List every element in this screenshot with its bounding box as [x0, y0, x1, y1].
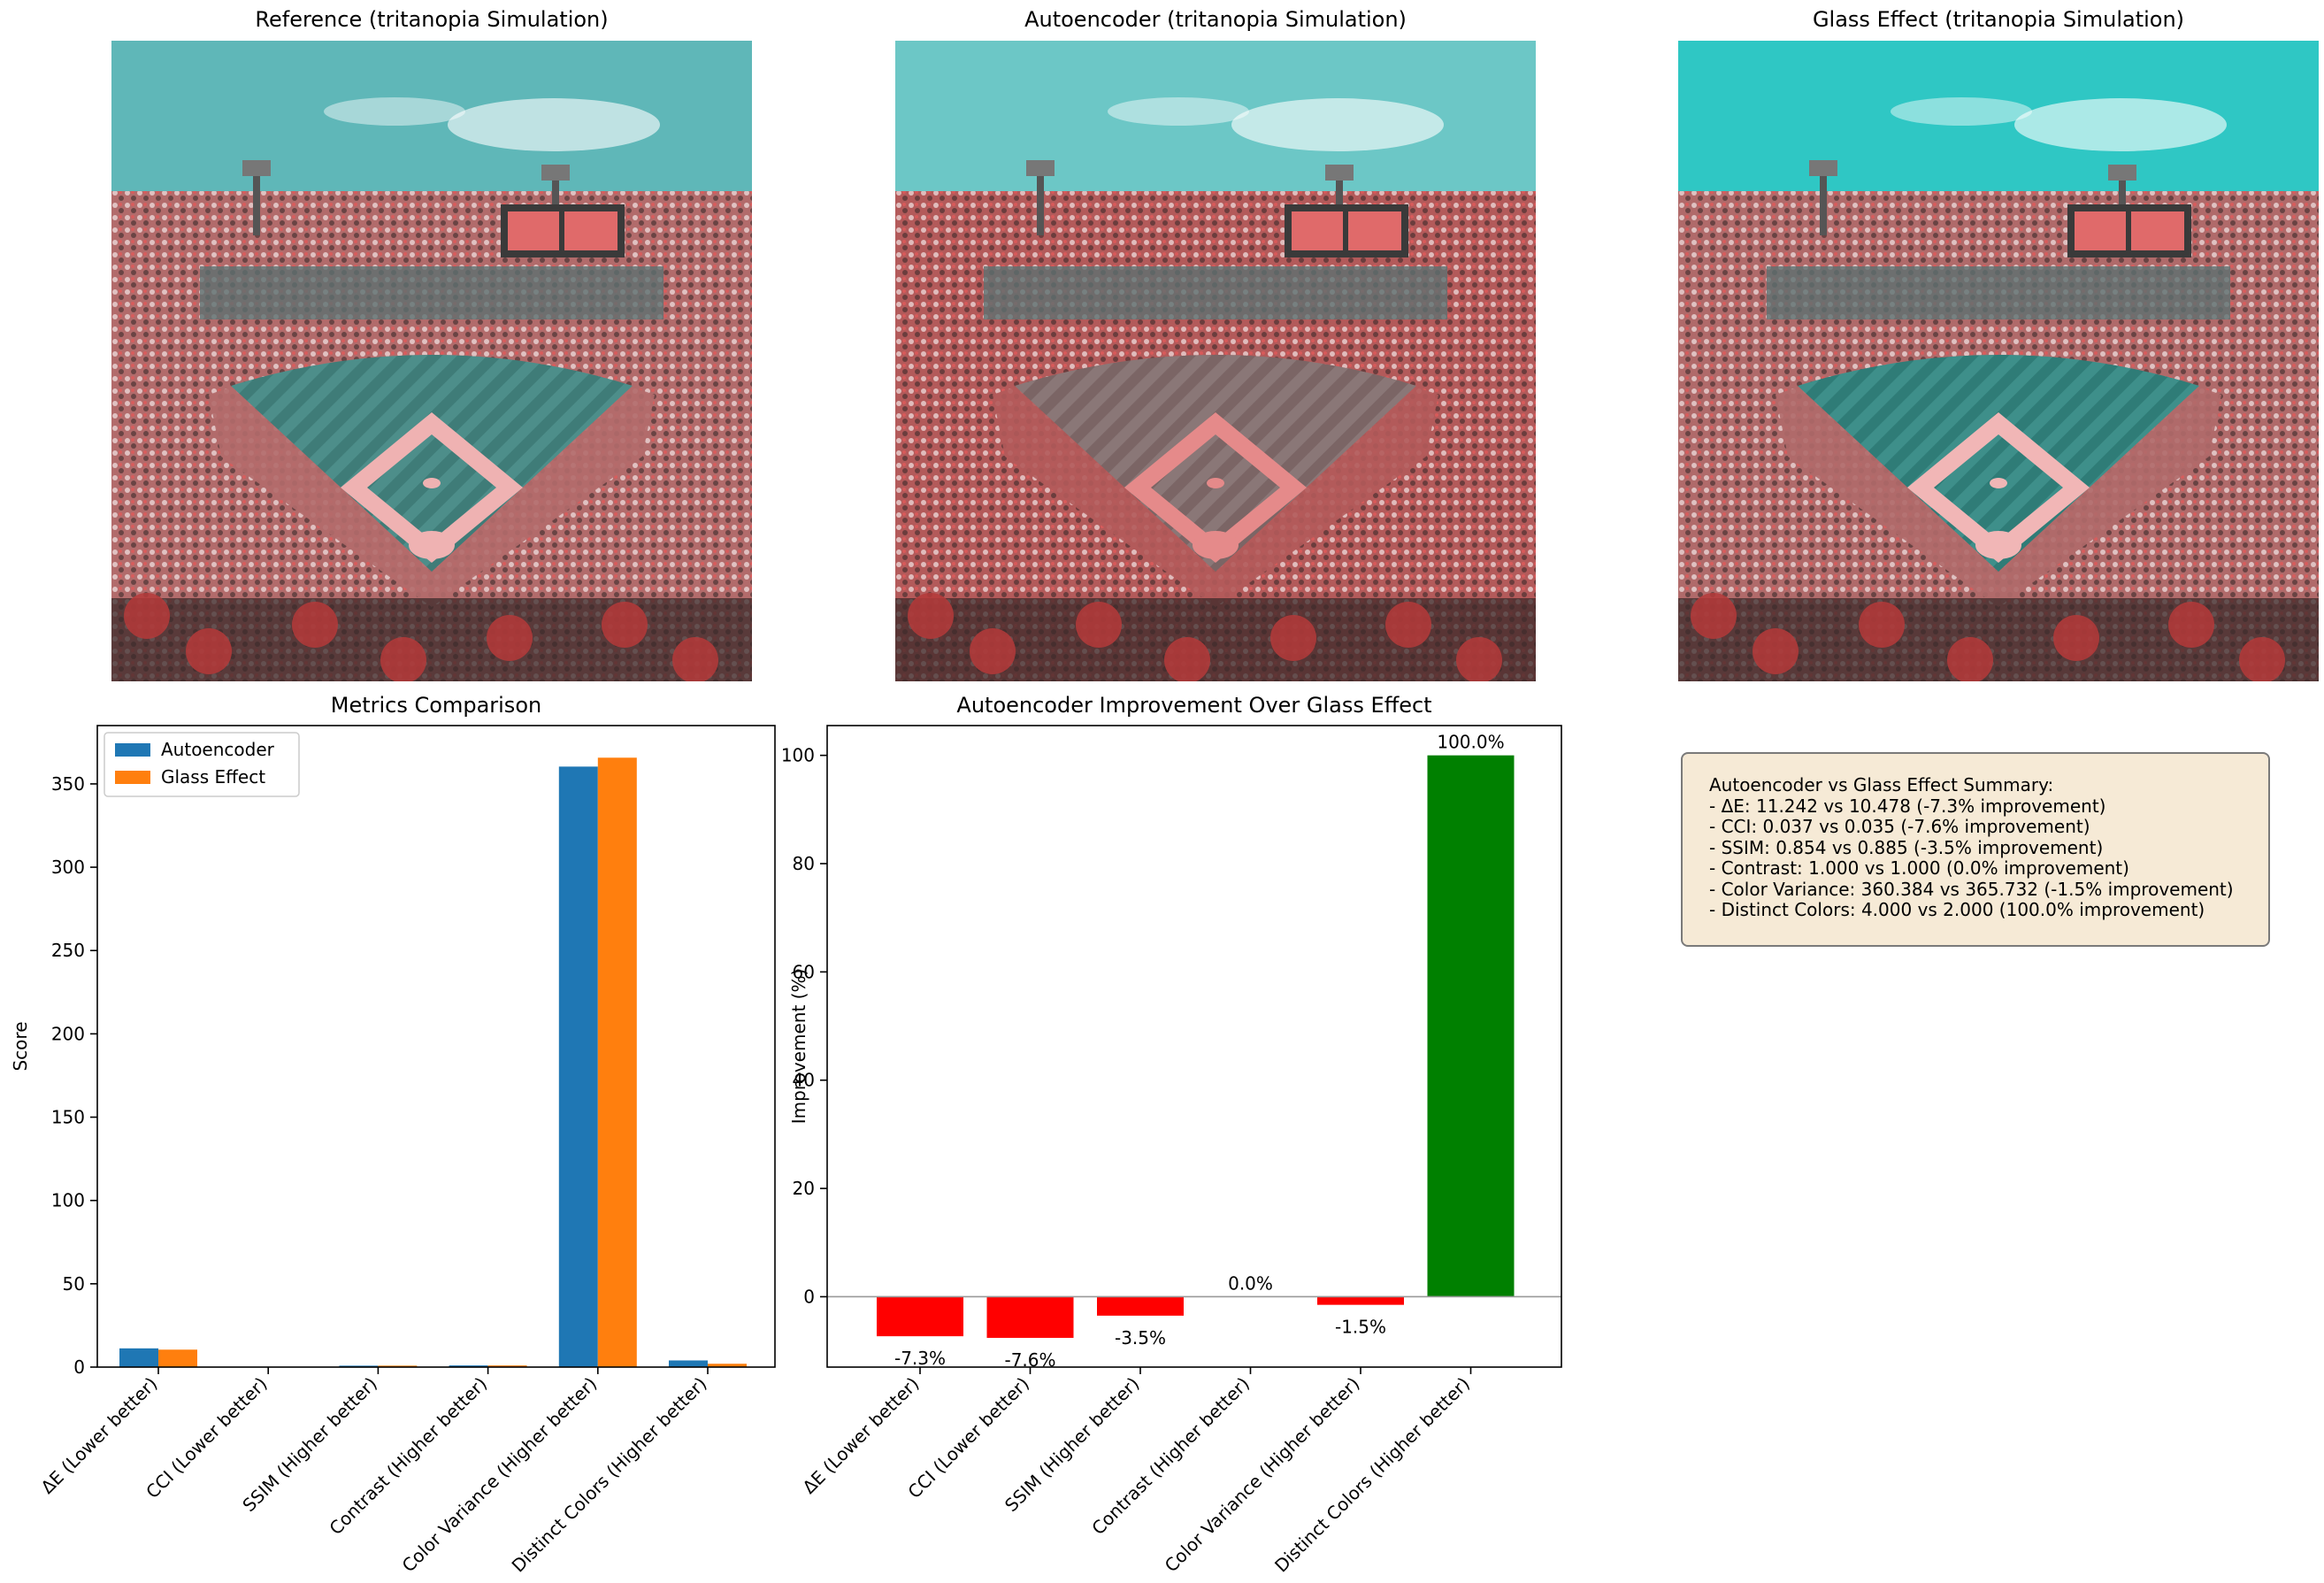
improvement-chart-title: Autoencoder Improvement Over Glass Effec…: [956, 693, 1432, 718]
improvement-value-label: -3.5%: [1115, 1327, 1166, 1349]
stadium-scene: [1678, 41, 2319, 681]
summary-line-contrast: - Contrast: 1.000 vs 1.000 (0.0% improve…: [1709, 857, 2129, 879]
improvement-bar: [877, 1296, 963, 1337]
metrics-xtick-label: ΔE (Lower better): [36, 1373, 161, 1498]
summary-line-ssim: - SSIM: 0.854 vs 0.885 (-3.5% improvemen…: [1709, 836, 2104, 858]
metrics-ytick-label: 100: [51, 1190, 85, 1211]
reference-image: [111, 41, 752, 681]
improvement-xtick-label: ΔE (Lower better): [798, 1373, 923, 1498]
stadium-scene: [895, 41, 1536, 681]
metrics-ytick-label: 50: [63, 1273, 85, 1295]
metrics-xtick-label: CCI (Lower better): [142, 1373, 272, 1503]
metrics-ytick-label: 0: [73, 1356, 85, 1378]
image-title-autoencoder: Autoencoder (tritanopia Simulation): [1024, 7, 1407, 32]
improvement-bar: [1097, 1296, 1184, 1316]
metrics-ytick-label: 350: [51, 773, 85, 795]
improvement-xtick-label: CCI (Lower better): [903, 1373, 1033, 1503]
bar-autoencoder: [449, 1365, 488, 1367]
bar-glass-effect: [378, 1365, 418, 1367]
bar-autoencoder: [669, 1360, 708, 1367]
improvement-xtick-label: Distinct Colors (Higher better): [1270, 1373, 1474, 1575]
metrics-ytick-label: 250: [51, 940, 85, 961]
glass-effect-image: [1678, 41, 2319, 681]
metrics-legend: Autoencoder Glass Effect: [104, 732, 300, 797]
improvement-bar: [986, 1296, 1074, 1338]
plot-frame: [826, 725, 1562, 1368]
improvement-ytick-label: 40: [793, 1070, 815, 1091]
autoencoder-image: [895, 41, 1536, 681]
metrics-ytick-label: 150: [51, 1107, 85, 1128]
bar-glass-effect: [487, 1365, 527, 1367]
metrics-xtick-label: Distinct Colors (Higher better): [508, 1373, 711, 1575]
legend-box: [104, 732, 300, 797]
improvement-value-label: -1.5%: [1335, 1317, 1386, 1338]
image-title-glass-effect: Glass Effect (tritanopia Simulation): [1812, 7, 2185, 32]
improvement-ytick-label: 0: [803, 1286, 815, 1307]
metrics-comparison-chart: 0 50 100 150 200 250 300 350 ΔE (Lower better)CC…: [10, 725, 776, 1575]
metrics-ytick-label: 200: [51, 1023, 85, 1044]
legend-label: Autoencoder: [161, 739, 275, 760]
bar-glass-effect: [708, 1364, 747, 1367]
summary-line-distinct-colors: - Distinct Colors: 4.000 vs 2.000 (100.0…: [1709, 899, 2205, 920]
image-title-reference: Reference (tritanopia Simulation): [255, 7, 609, 32]
bar-autoencoder: [339, 1365, 379, 1367]
legend-label: Glass Effect: [161, 766, 265, 788]
plot-frame: [96, 725, 776, 1368]
legend-swatch: [115, 771, 150, 784]
summary-title: Autoencoder vs Glass Effect Summary:: [1709, 774, 2054, 795]
improvement-xtick-label: Color Variance (Higher better): [1161, 1373, 1364, 1575]
bar-glass-effect: [597, 757, 637, 1367]
improvement-ytick-label: 100: [781, 745, 815, 766]
metrics-ytick-label: 300: [51, 857, 85, 878]
summary-line-color-variance: - Color Variance: 360.384 vs 365.732 (-1…: [1709, 878, 2234, 900]
metrics-xtick-label: Color Variance (Higher better): [398, 1373, 602, 1575]
metrics-ylabel: Score: [10, 1021, 31, 1071]
improvement-ytick-label: 20: [793, 1178, 815, 1199]
bar-autoencoder: [119, 1348, 158, 1367]
bar-autoencoder: [558, 766, 598, 1367]
improvement-value-label: -7.3%: [894, 1348, 946, 1369]
improvement-value-label: 0.0%: [1228, 1272, 1273, 1294]
summary-line-cci: - CCI: 0.037 vs 0.035 (-7.6% improvement…: [1709, 816, 2090, 837]
summary-line-delta-e: - ΔE: 11.242 vs 10.478 (-7.3% improvemen…: [1709, 795, 2106, 817]
improvement-ytick-label: 60: [793, 961, 815, 982]
summary-box: Autoencoder vs Glass Effect Summary: - Δ…: [1681, 752, 2270, 947]
improvement-bar: [1427, 755, 1515, 1297]
improvement-chart: -7.3% -7.6%-3.5%0.0%-1.5%100.0%0204060801…: [781, 725, 1562, 1575]
metrics-chart-title: Metrics Comparison: [330, 693, 542, 718]
improvement-ylabel: Improvement (%): [788, 969, 809, 1125]
improvement-value-label: 100.0%: [1437, 732, 1504, 753]
improvement-ytick-label: 80: [793, 853, 815, 874]
legend-swatch: [115, 743, 150, 757]
stadium-scene: [111, 41, 752, 681]
improvement-bar: [1317, 1296, 1404, 1305]
bar-glass-effect: [158, 1349, 197, 1367]
